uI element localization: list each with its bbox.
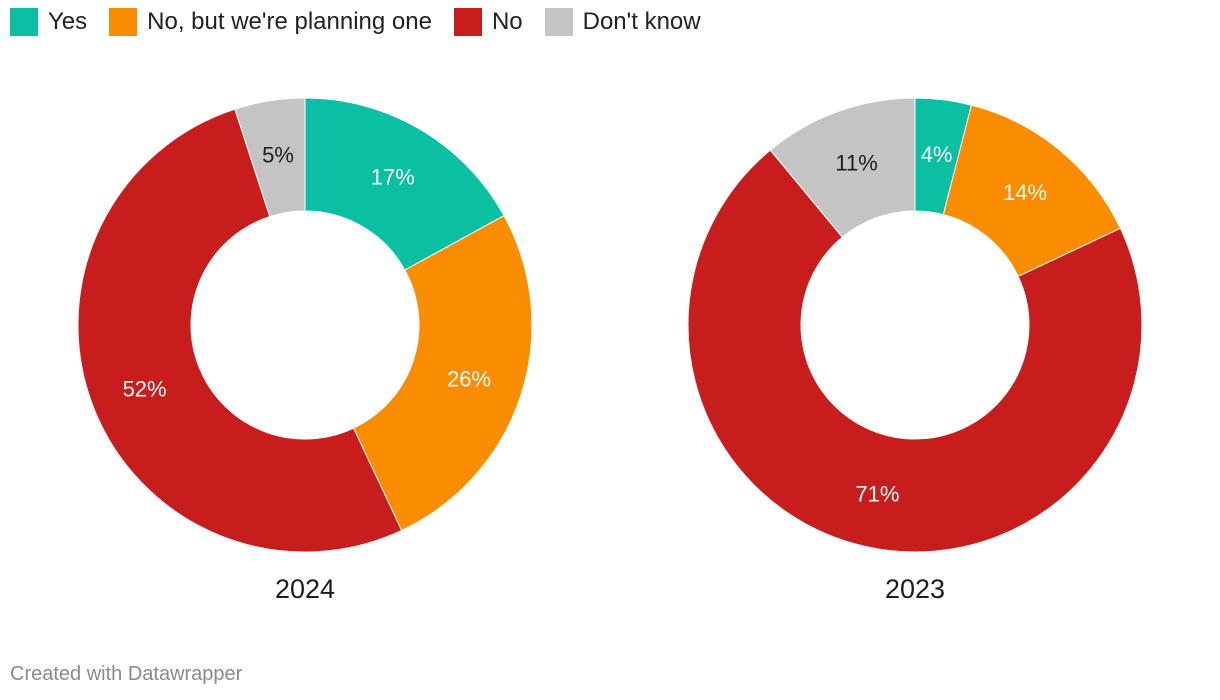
slice-2024-don-t-know: [234, 97, 306, 218]
chart-caption-2023: 2023: [885, 574, 945, 604]
donut-chart-2023: 4% 14% 71% 11% 2023: [687, 97, 1143, 604]
legend: Yes No, but we're planning one No Don't …: [10, 8, 723, 36]
legend-item-dont-know: Don't know: [544, 8, 701, 36]
legend-label-dont-know: Don't know: [582, 8, 701, 35]
legend-swatch-dont-know: [544, 8, 573, 36]
legend-item-no: No: [453, 8, 523, 36]
legend-label-no: No: [491, 8, 523, 35]
legend-swatch-no: [453, 8, 482, 36]
legend-item-planning: No, but we're planning one: [109, 8, 432, 36]
legend-label-yes: Yes: [48, 8, 88, 35]
legend-swatch-planning: [109, 8, 138, 36]
slice-label-2024-don-t-know: 5%: [262, 143, 294, 168]
slice-2024-no-but-we-re-planning-one: [352, 214, 533, 532]
legend-label-planning: No, but we're planning one: [147, 8, 432, 35]
slice-label-2023-yes: 4%: [921, 142, 953, 167]
chart-caption-2024: 2024: [275, 574, 335, 604]
slice-label-2023-no-but-we-re-planning-one: 14%: [1003, 180, 1047, 205]
slice-2024-no: [77, 108, 403, 553]
slice-label-2023-no: 71%: [855, 481, 899, 506]
slice-label-2024-no: 52%: [123, 377, 167, 402]
slice-2023-don-t-know: [769, 97, 916, 238]
legend-swatch-yes: [10, 8, 38, 36]
slice-label-2023-don-t-know: 11%: [835, 151, 877, 176]
footer-credit: Created with Datawrapper: [10, 663, 243, 685]
slice-label-2024-no-but-we-re-planning-one: 26%: [447, 366, 491, 391]
donut-chart-2024: 17% 26% 52% 5% 2024: [77, 97, 533, 604]
slice-2023-no: [687, 149, 1143, 553]
slice-2024-yes: [304, 97, 505, 271]
legend-item-yes: Yes: [10, 8, 87, 36]
slice-label-2024-yes: 17%: [371, 165, 415, 190]
